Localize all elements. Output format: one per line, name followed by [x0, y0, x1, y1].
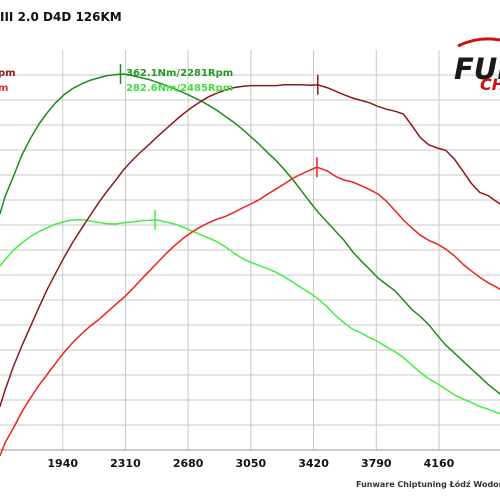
- x-axis-ticks: 1940 2310 2680 3050 3420 3790 4160: [47, 457, 454, 470]
- chart-title: III 2.0 D4D 126KM: [0, 10, 122, 24]
- chart-series: [0, 73, 500, 457]
- x-tick-label: 4160: [424, 457, 455, 470]
- x-tick-label: 3050: [236, 457, 267, 470]
- grid-lines: [0, 50, 500, 451]
- power-peak-annotation-stock: m: [0, 83, 8, 94]
- x-tick-label: 2680: [173, 457, 204, 470]
- x-tick-label: 1940: [47, 457, 78, 470]
- power-line-stock: [0, 166, 500, 457]
- torque-peak-annotation: 362.1Nm/2281Rpm: [126, 68, 233, 79]
- x-tick-label: 2310: [110, 457, 141, 470]
- logo-text-top: FUN: [454, 52, 500, 86]
- x-tick-label: 3790: [361, 457, 392, 470]
- torque-line-stock: [0, 218, 500, 415]
- power-line-tuned: [0, 84, 500, 408]
- torque-peak-annotation-stock: 282.6Nm/2485Rpm: [126, 83, 233, 94]
- footer-credit: Funware Chiptuning Łódź Wodorov: [356, 479, 500, 489]
- torque-line-tuned: [0, 73, 500, 395]
- brand-logo: FUN CH: [454, 37, 500, 94]
- peak-markers: [119, 64, 319, 230]
- power-peak-annotation: pm: [0, 68, 16, 79]
- logo-text-bottom: CH: [480, 75, 500, 94]
- x-tick-label: 3420: [298, 457, 329, 470]
